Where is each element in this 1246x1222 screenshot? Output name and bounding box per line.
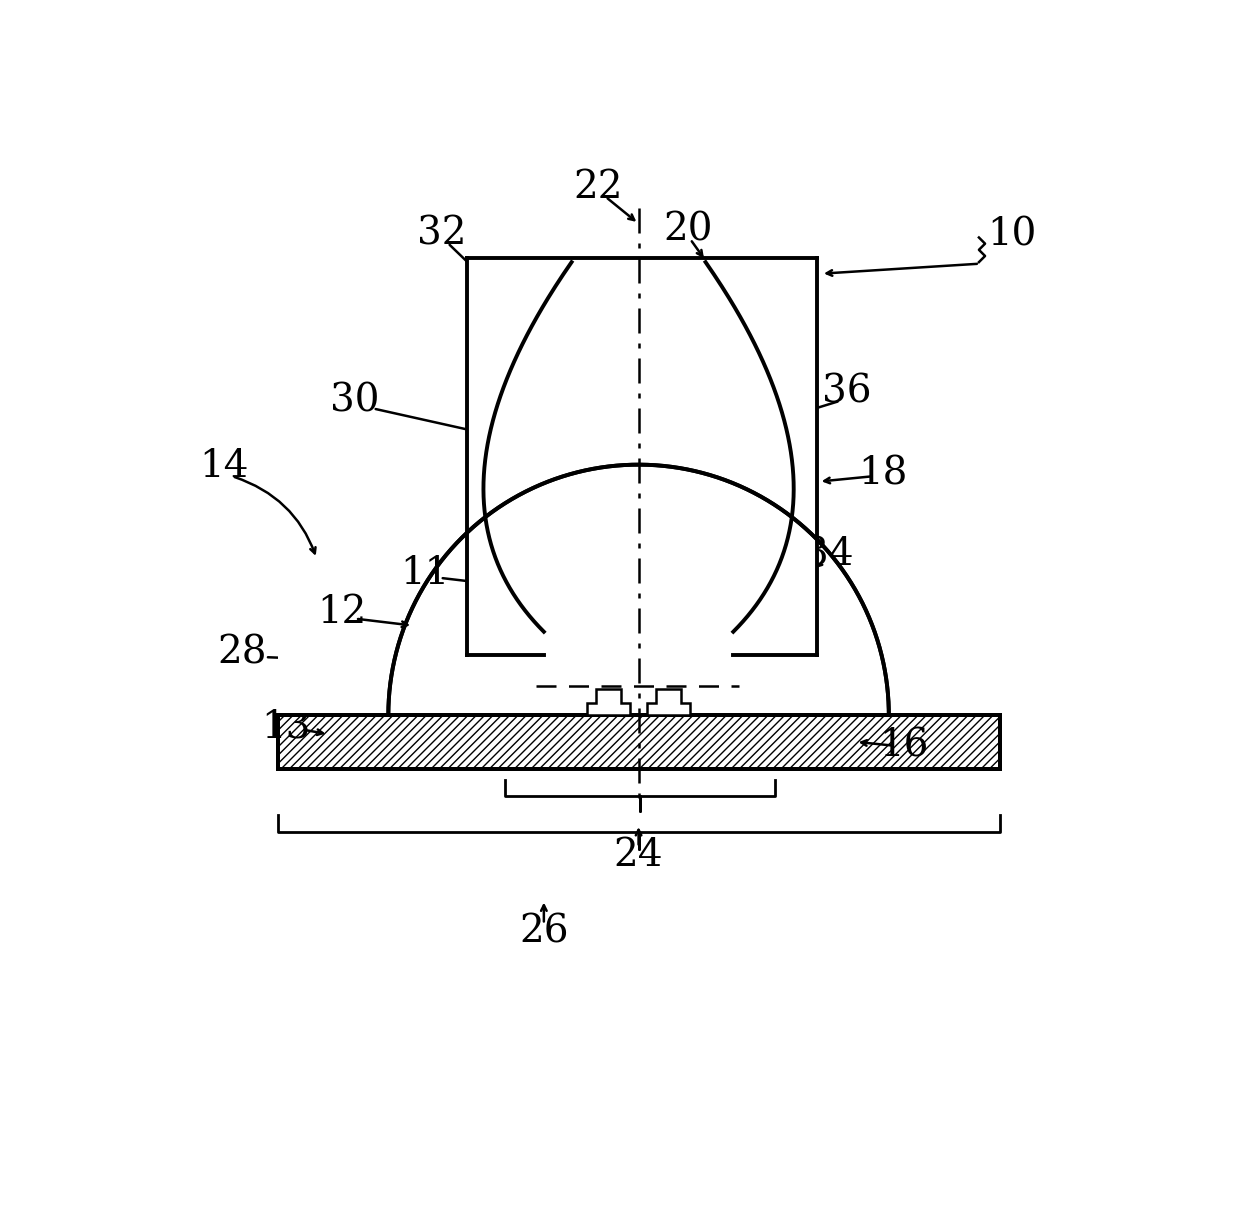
Polygon shape <box>705 258 817 655</box>
Text: 28: 28 <box>217 634 267 672</box>
Text: 11: 11 <box>400 556 449 593</box>
Text: 12: 12 <box>318 594 366 631</box>
Polygon shape <box>278 464 999 715</box>
Text: 32: 32 <box>417 215 467 252</box>
Text: 13: 13 <box>262 710 310 747</box>
Polygon shape <box>647 689 690 715</box>
Text: 20: 20 <box>664 211 714 248</box>
Polygon shape <box>467 258 572 655</box>
Text: 16: 16 <box>880 727 930 764</box>
Polygon shape <box>278 464 999 715</box>
Text: 36: 36 <box>821 373 871 411</box>
Polygon shape <box>705 258 817 655</box>
Polygon shape <box>483 263 794 632</box>
Polygon shape <box>278 464 999 715</box>
Polygon shape <box>587 689 630 715</box>
Polygon shape <box>278 655 467 715</box>
Text: 34: 34 <box>804 536 854 573</box>
Text: 30: 30 <box>330 382 380 419</box>
Text: 14: 14 <box>199 447 249 485</box>
Polygon shape <box>467 258 572 655</box>
Text: 24: 24 <box>614 837 663 874</box>
Polygon shape <box>483 263 794 632</box>
Text: 10: 10 <box>987 216 1037 254</box>
Polygon shape <box>817 655 999 715</box>
Polygon shape <box>278 715 999 769</box>
Text: 22: 22 <box>573 169 623 207</box>
Text: 18: 18 <box>858 456 907 492</box>
Text: 26: 26 <box>520 914 568 951</box>
